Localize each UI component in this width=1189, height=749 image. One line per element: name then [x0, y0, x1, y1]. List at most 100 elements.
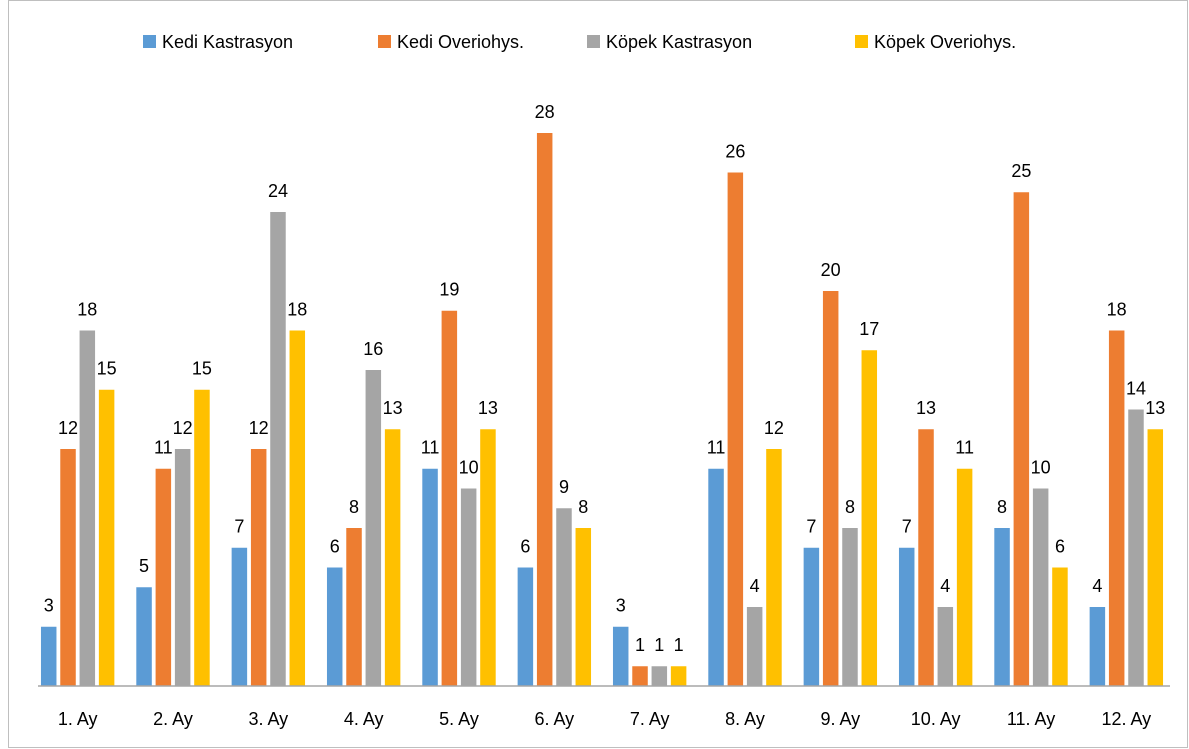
data-label: 18	[1107, 299, 1127, 319]
data-label: 8	[578, 497, 588, 517]
data-label: 13	[916, 398, 936, 418]
data-label: 20	[821, 260, 841, 280]
bar	[441, 310, 458, 686]
bar	[766, 449, 782, 686]
data-label: 3	[44, 596, 54, 616]
data-label: 4	[940, 576, 950, 596]
data-label: 15	[192, 359, 212, 379]
bar	[517, 567, 534, 686]
legend-label: Köpek Kastrasyon	[606, 32, 752, 52]
data-label: 18	[77, 299, 97, 319]
data-label: 11	[421, 438, 440, 458]
x-tick-label: 4. Ay	[344, 709, 384, 729]
data-label: 6	[1055, 536, 1065, 556]
data-label: 12	[173, 418, 193, 438]
x-tick-label: 7. Ay	[630, 709, 670, 729]
legend-swatch	[587, 35, 600, 48]
data-label: 6	[330, 536, 340, 556]
bar	[231, 547, 248, 686]
data-label: 10	[459, 457, 479, 477]
legend-label: Kedi Kastrasyon	[162, 32, 293, 52]
bar	[536, 133, 553, 686]
bar	[556, 508, 572, 686]
x-tick-label: 12. Ay	[1101, 709, 1151, 729]
data-label: 28	[535, 102, 555, 122]
bar	[803, 547, 820, 686]
x-tick-label: 2. Ay	[153, 709, 193, 729]
data-label: 11	[955, 438, 974, 458]
x-tick-label: 3. Ay	[248, 709, 288, 729]
data-label: 12	[764, 418, 784, 438]
x-tick-label: 10. Ay	[911, 709, 961, 729]
bar	[1032, 488, 1049, 686]
bar	[632, 666, 648, 686]
x-tick-label: 11. Ay	[1007, 709, 1055, 729]
data-label: 9	[559, 477, 569, 497]
bar	[918, 429, 934, 686]
bar	[1052, 567, 1068, 686]
data-label: 19	[439, 280, 459, 300]
data-label: 18	[287, 299, 307, 319]
data-label: 8	[997, 497, 1007, 517]
bar	[651, 666, 668, 686]
bar	[822, 291, 839, 686]
data-label: 12	[249, 418, 269, 438]
legend-swatch	[143, 35, 156, 48]
bar	[1108, 330, 1125, 686]
data-label: 4	[750, 576, 760, 596]
data-label: 5	[139, 556, 149, 576]
bar	[937, 607, 954, 686]
bar	[365, 370, 382, 686]
bar	[384, 429, 401, 686]
bar	[270, 212, 286, 686]
bar	[612, 626, 629, 686]
bar	[250, 449, 267, 686]
data-label: 7	[806, 517, 816, 537]
bar	[79, 330, 96, 686]
bar	[326, 567, 343, 686]
bar	[136, 587, 152, 686]
x-tick-label: 8. Ay	[725, 709, 765, 729]
data-label: 14	[1126, 378, 1146, 398]
data-label: 26	[725, 141, 745, 161]
data-label: 1	[635, 635, 645, 655]
x-tick-label: 1. Ay	[58, 709, 98, 729]
bar	[60, 449, 76, 686]
bar	[956, 468, 973, 686]
data-label: 7	[234, 517, 244, 537]
bar	[1013, 192, 1030, 686]
data-label: 11	[154, 438, 173, 458]
bar	[842, 528, 858, 686]
bar	[861, 350, 878, 686]
legend-label: Köpek Overiohys.	[874, 32, 1016, 52]
data-label: 7	[902, 517, 912, 537]
data-label: 1	[674, 635, 684, 655]
bar	[460, 488, 477, 686]
data-label: 15	[97, 359, 117, 379]
data-label: 24	[268, 181, 288, 201]
bar	[289, 330, 306, 686]
legend-label: Kedi Overiohys.	[397, 32, 524, 52]
bar	[670, 666, 687, 686]
bar	[174, 449, 191, 686]
legend-swatch	[855, 35, 868, 48]
bar	[194, 389, 210, 686]
bar	[480, 429, 496, 686]
bar	[727, 172, 744, 686]
bar	[155, 468, 172, 686]
bar	[1128, 409, 1144, 686]
data-label: 3	[616, 596, 626, 616]
data-label: 8	[845, 497, 855, 517]
bar	[575, 528, 592, 686]
x-tick-label: 6. Ay	[534, 709, 574, 729]
bar	[98, 389, 115, 686]
data-label: 4	[1092, 576, 1102, 596]
bar	[346, 528, 362, 686]
x-tick-label: 9. Ay	[820, 709, 860, 729]
data-label: 13	[1145, 398, 1165, 418]
bar	[1147, 429, 1164, 686]
data-label: 1	[654, 635, 664, 655]
data-label: 6	[520, 536, 530, 556]
data-label: 12	[58, 418, 78, 438]
bar	[898, 547, 915, 686]
